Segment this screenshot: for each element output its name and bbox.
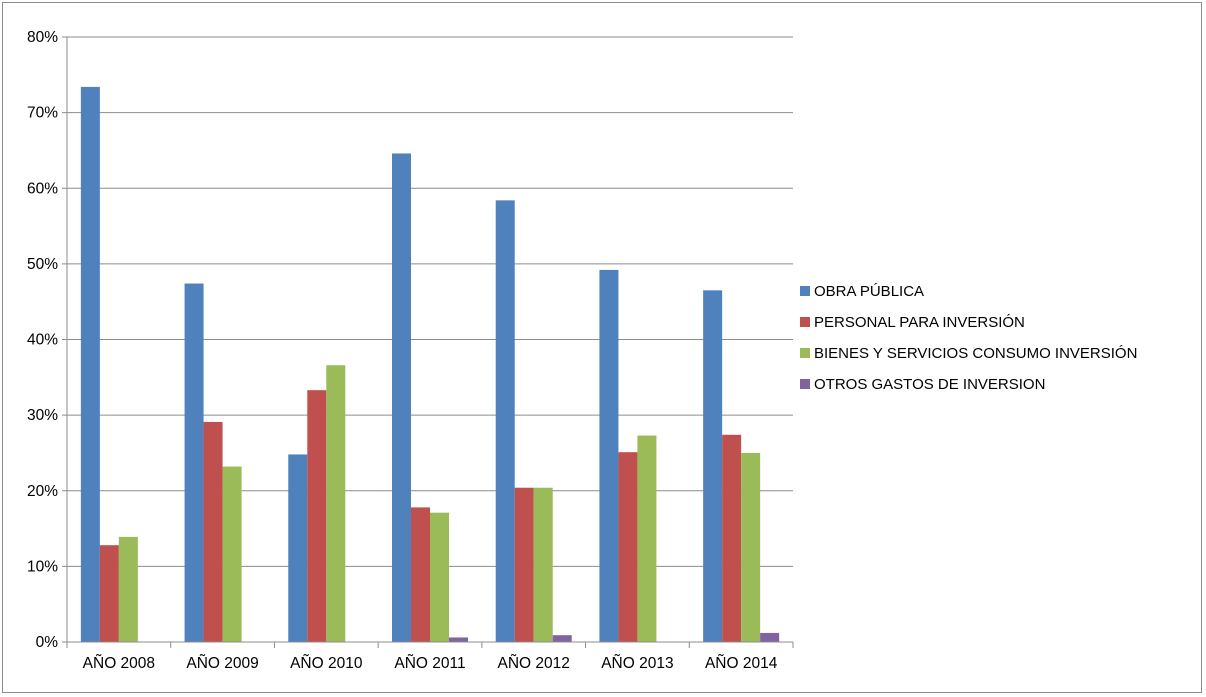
- x-tick-labels: AÑO 2008 AÑO 2009 AÑO 2010 AÑO 2011 AÑO 2012…: [83, 655, 778, 672]
- y-tick-label: 80%: [27, 29, 58, 46]
- bar: [741, 452, 761, 642]
- bars: [80, 86, 780, 643]
- legend-label: OBRA PÚBLICA: [814, 283, 924, 300]
- legend-label: BIENES Y SERVICIOS CONSUMO INVERSIÓN: [814, 345, 1137, 362]
- bar: [495, 200, 515, 642]
- x-tick-label: AÑO 2008: [83, 655, 155, 672]
- bar: [533, 487, 553, 642]
- legend-item: BIENES Y SERVICIOS CONSUMO INVERSIÓN: [800, 345, 1137, 362]
- bar: [514, 487, 534, 642]
- x-tick-label: AÑO 2012: [498, 655, 570, 672]
- bar: [392, 153, 411, 642]
- x-tick-label: AÑO 2013: [601, 655, 673, 672]
- bar: [618, 452, 638, 642]
- bar: [449, 637, 468, 642]
- y-tick-label: 0%: [36, 634, 59, 651]
- y-tick-label: 10%: [27, 558, 58, 575]
- x-tick-label: AÑO 2010: [290, 655, 363, 672]
- legend-swatch: [800, 286, 810, 296]
- y-tick-label: 70%: [27, 105, 58, 122]
- y-tick-label: 30%: [27, 407, 58, 424]
- bar: [222, 466, 242, 642]
- legend-swatch: [800, 317, 810, 327]
- bar: [411, 507, 430, 642]
- bar: [430, 512, 449, 642]
- x-tick-label: AÑO 2014: [705, 655, 778, 672]
- legend-label: PERSONAL PARA INVERSIÓN: [814, 314, 1025, 331]
- legend-item: OTROS GASTOS DE INVERSION: [800, 376, 1045, 393]
- bar: [760, 632, 780, 642]
- bar: [637, 435, 657, 642]
- bar: [703, 290, 723, 642]
- axes: [62, 36, 794, 648]
- legend-swatch: [800, 379, 810, 389]
- legend: OBRA PÚBLICA PERSONAL PARA INVERSIÓN BIENE…: [800, 283, 1137, 393]
- y-tick-label: 40%: [27, 332, 58, 349]
- bar: [307, 390, 327, 642]
- x-tick-label: AÑO 2009: [186, 655, 258, 672]
- bar: [203, 421, 223, 642]
- bar: [552, 635, 572, 642]
- bar: [599, 269, 619, 642]
- bar: [288, 454, 308, 642]
- legend-swatch: [800, 348, 810, 358]
- bar: [326, 365, 346, 642]
- bar: [118, 536, 138, 642]
- y-tick-label: 50%: [27, 256, 58, 273]
- legend-item: PERSONAL PARA INVERSIÓN: [800, 314, 1025, 331]
- bar: [99, 545, 119, 642]
- y-tick-label: 20%: [27, 483, 58, 500]
- bar: [80, 86, 100, 643]
- legend-label: OTROS GASTOS DE INVERSION: [814, 376, 1045, 393]
- legend-item: OBRA PÚBLICA: [800, 283, 924, 300]
- y-tick-label: 60%: [27, 180, 58, 197]
- y-tick-labels: 0% 10% 20% 30% 40% 50% 60% 70% 80%: [27, 29, 58, 651]
- bar: [722, 434, 742, 642]
- bar: [184, 283, 204, 642]
- gridlines: [67, 36, 793, 567]
- x-tick-label: AÑO 2011: [394, 655, 465, 672]
